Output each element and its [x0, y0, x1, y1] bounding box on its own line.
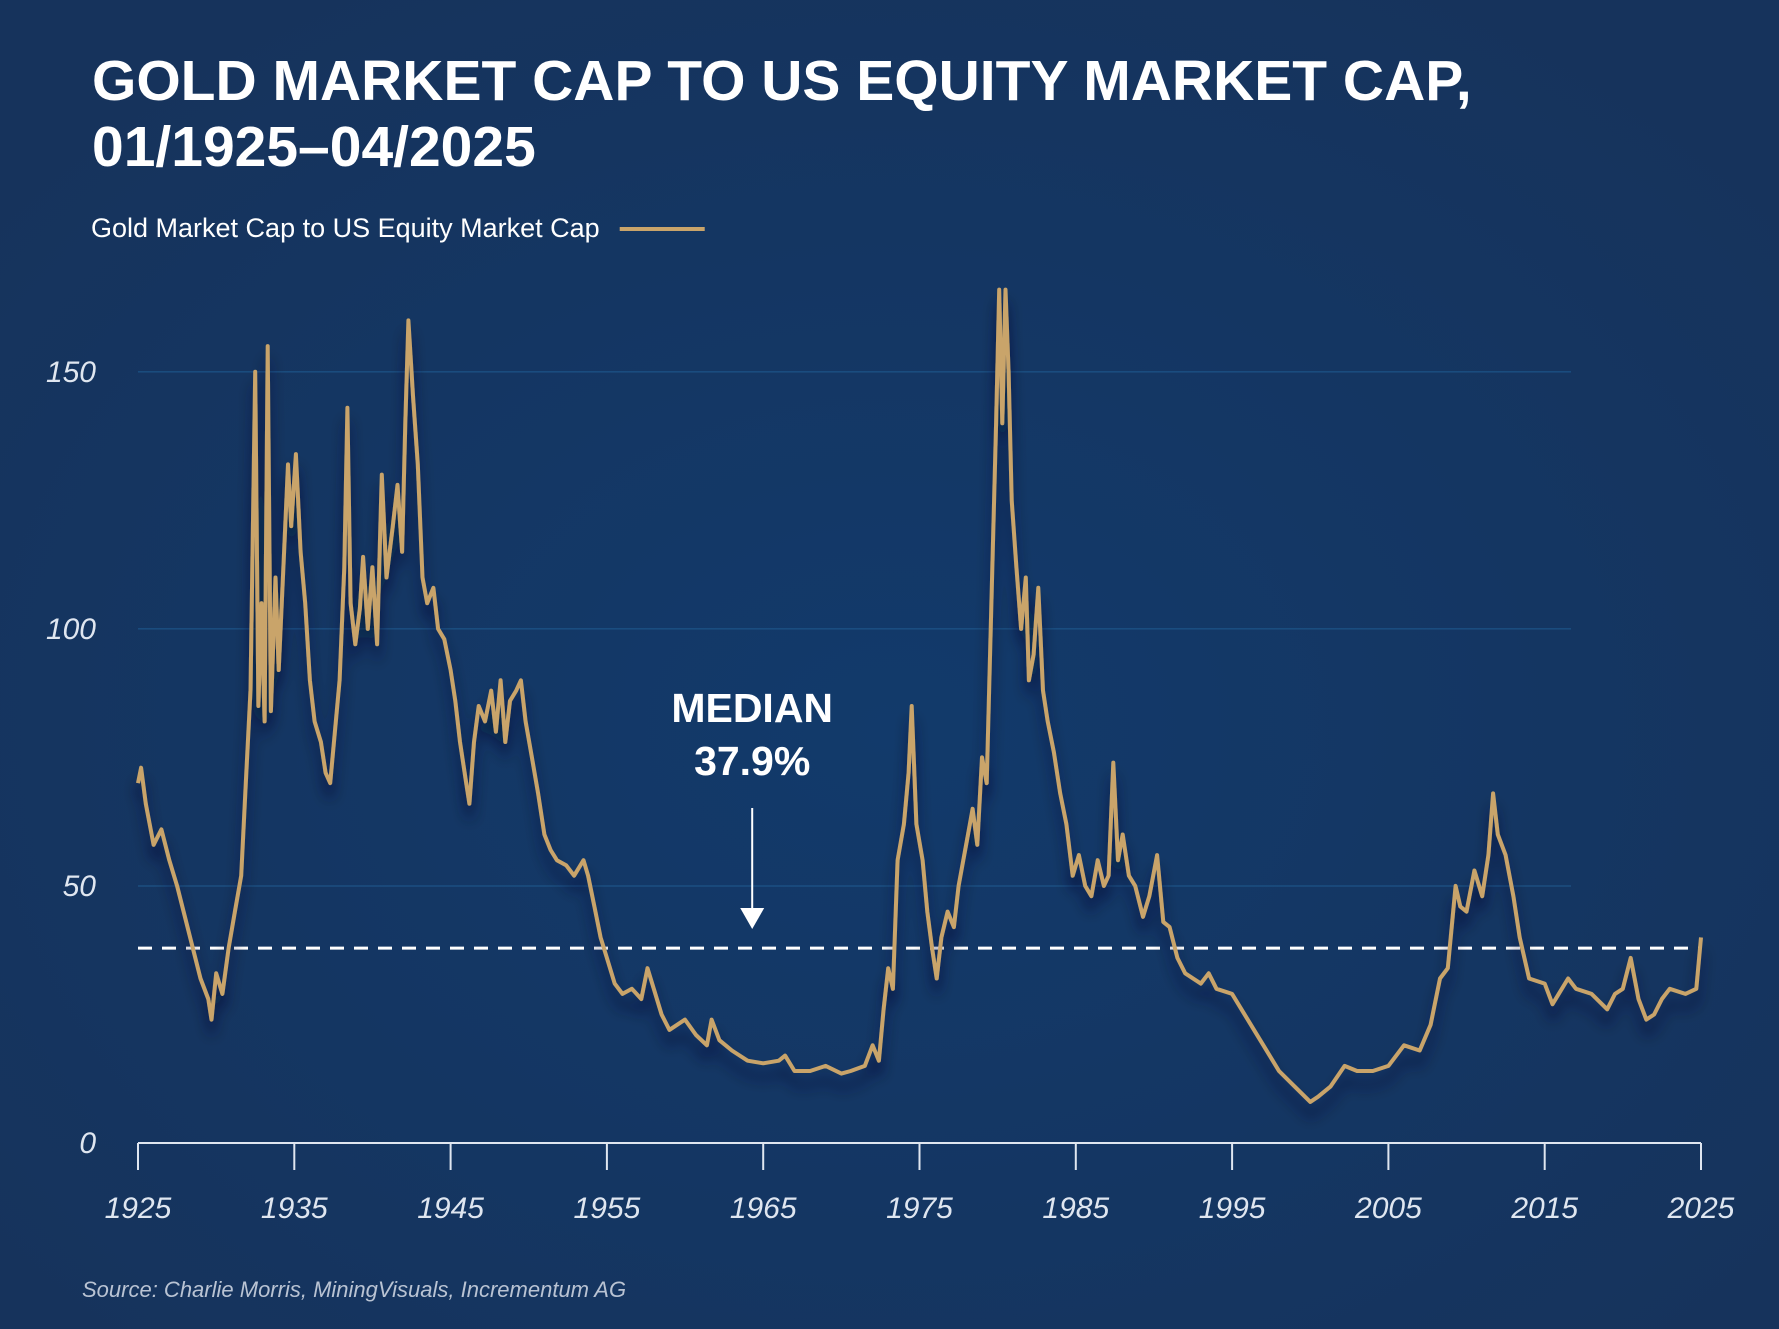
source: Source: Charlie Morris, MiningVisuals, I… [82, 1277, 626, 1302]
y-tick-label: 50 [63, 870, 97, 903]
chart-title: GOLD MARKET CAP TO US EQUITY MARKET CAP, [92, 49, 1472, 113]
median-title: MEDIAN [671, 685, 833, 731]
x-tick-label: 1965 [730, 1192, 797, 1225]
x-tick-label: 1945 [417, 1192, 484, 1225]
x-tick-label: 1975 [886, 1192, 953, 1225]
x-tick-label: 2005 [1354, 1192, 1422, 1225]
x-tick-label: 1955 [574, 1192, 641, 1225]
y-tick-label: 100 [46, 613, 96, 646]
chart-title: 01/1925–04/2025 [92, 115, 536, 179]
legend-label: Gold Market Cap to US Equity Market Cap [91, 213, 600, 243]
x-tick-label: 2015 [1510, 1192, 1578, 1225]
x-tick-label: 1935 [261, 1192, 328, 1225]
median-arrow-head [740, 908, 765, 929]
y-tick-label: 150 [46, 356, 96, 389]
x-tick-label: 2025 [1667, 1192, 1735, 1225]
median-label: 37.9% [694, 738, 810, 784]
x-tick-label: 1925 [105, 1192, 172, 1225]
x-tick-label: 1985 [1042, 1192, 1109, 1225]
x-tick-label: 1995 [1199, 1192, 1266, 1225]
y-tick-label: 0 [79, 1127, 96, 1160]
data-line [136, 287, 1703, 1104]
